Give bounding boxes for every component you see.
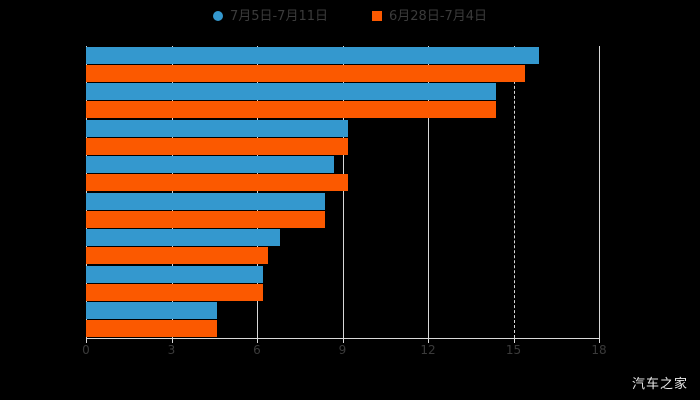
gridline (342, 46, 344, 338)
plot-area (86, 46, 600, 338)
bar[interactable] (86, 101, 497, 119)
legend-marker-square-icon (372, 11, 382, 21)
x-axis-tick-label: 0 (82, 343, 90, 357)
gridline (599, 46, 600, 338)
legend-item-series-1[interactable]: 7月5日-7月11日 (212, 8, 328, 24)
bar[interactable] (86, 302, 218, 320)
gridline (257, 46, 258, 338)
gridline (513, 46, 515, 338)
x-axis-tick (171, 338, 173, 343)
x-axis-tick-label: 3 (167, 343, 176, 357)
chart-legend: 7月5日-7月11日 6月28日-7月4日 (0, 6, 700, 26)
bar[interactable] (86, 64, 525, 82)
legend-label-series-1: 7月5日-7月11日 (229, 8, 328, 24)
bar[interactable] (86, 137, 349, 155)
gridline (171, 46, 173, 338)
bar[interactable] (86, 119, 349, 137)
x-axis-tick-label: 15 (505, 343, 522, 357)
bar[interactable] (86, 265, 263, 283)
watermark: 汽车之家 (631, 377, 688, 392)
bar[interactable] (86, 156, 334, 174)
legend-label-series-2: 6月28日-7月4日 (389, 8, 488, 24)
x-axis-tick (428, 338, 429, 343)
x-axis-tick (257, 338, 258, 343)
x-axis-tick-label: 6 (253, 343, 261, 357)
legend-item-series-2[interactable]: 6月28日-7月4日 (372, 10, 487, 23)
bar[interactable] (86, 83, 497, 101)
bar[interactable] (86, 320, 218, 338)
bar[interactable] (86, 210, 326, 228)
bar[interactable] (86, 283, 263, 301)
x-axis-tick (342, 338, 344, 343)
x-axis-tick (513, 338, 515, 343)
x-axis-tick-label: 9 (338, 343, 347, 357)
x-axis-tick-label: 12 (420, 343, 436, 357)
bar[interactable] (86, 229, 280, 247)
legend-marker-circle-icon (212, 11, 223, 21)
bar[interactable] (86, 174, 349, 192)
x-axis-tick-label: 18 (591, 343, 607, 357)
x-axis-tick (599, 338, 600, 343)
gridline (86, 46, 87, 338)
gridline (428, 46, 429, 338)
bar[interactable] (86, 192, 326, 210)
bar[interactable] (86, 46, 540, 64)
x-axis-tick (86, 338, 87, 343)
bar[interactable] (86, 247, 269, 265)
